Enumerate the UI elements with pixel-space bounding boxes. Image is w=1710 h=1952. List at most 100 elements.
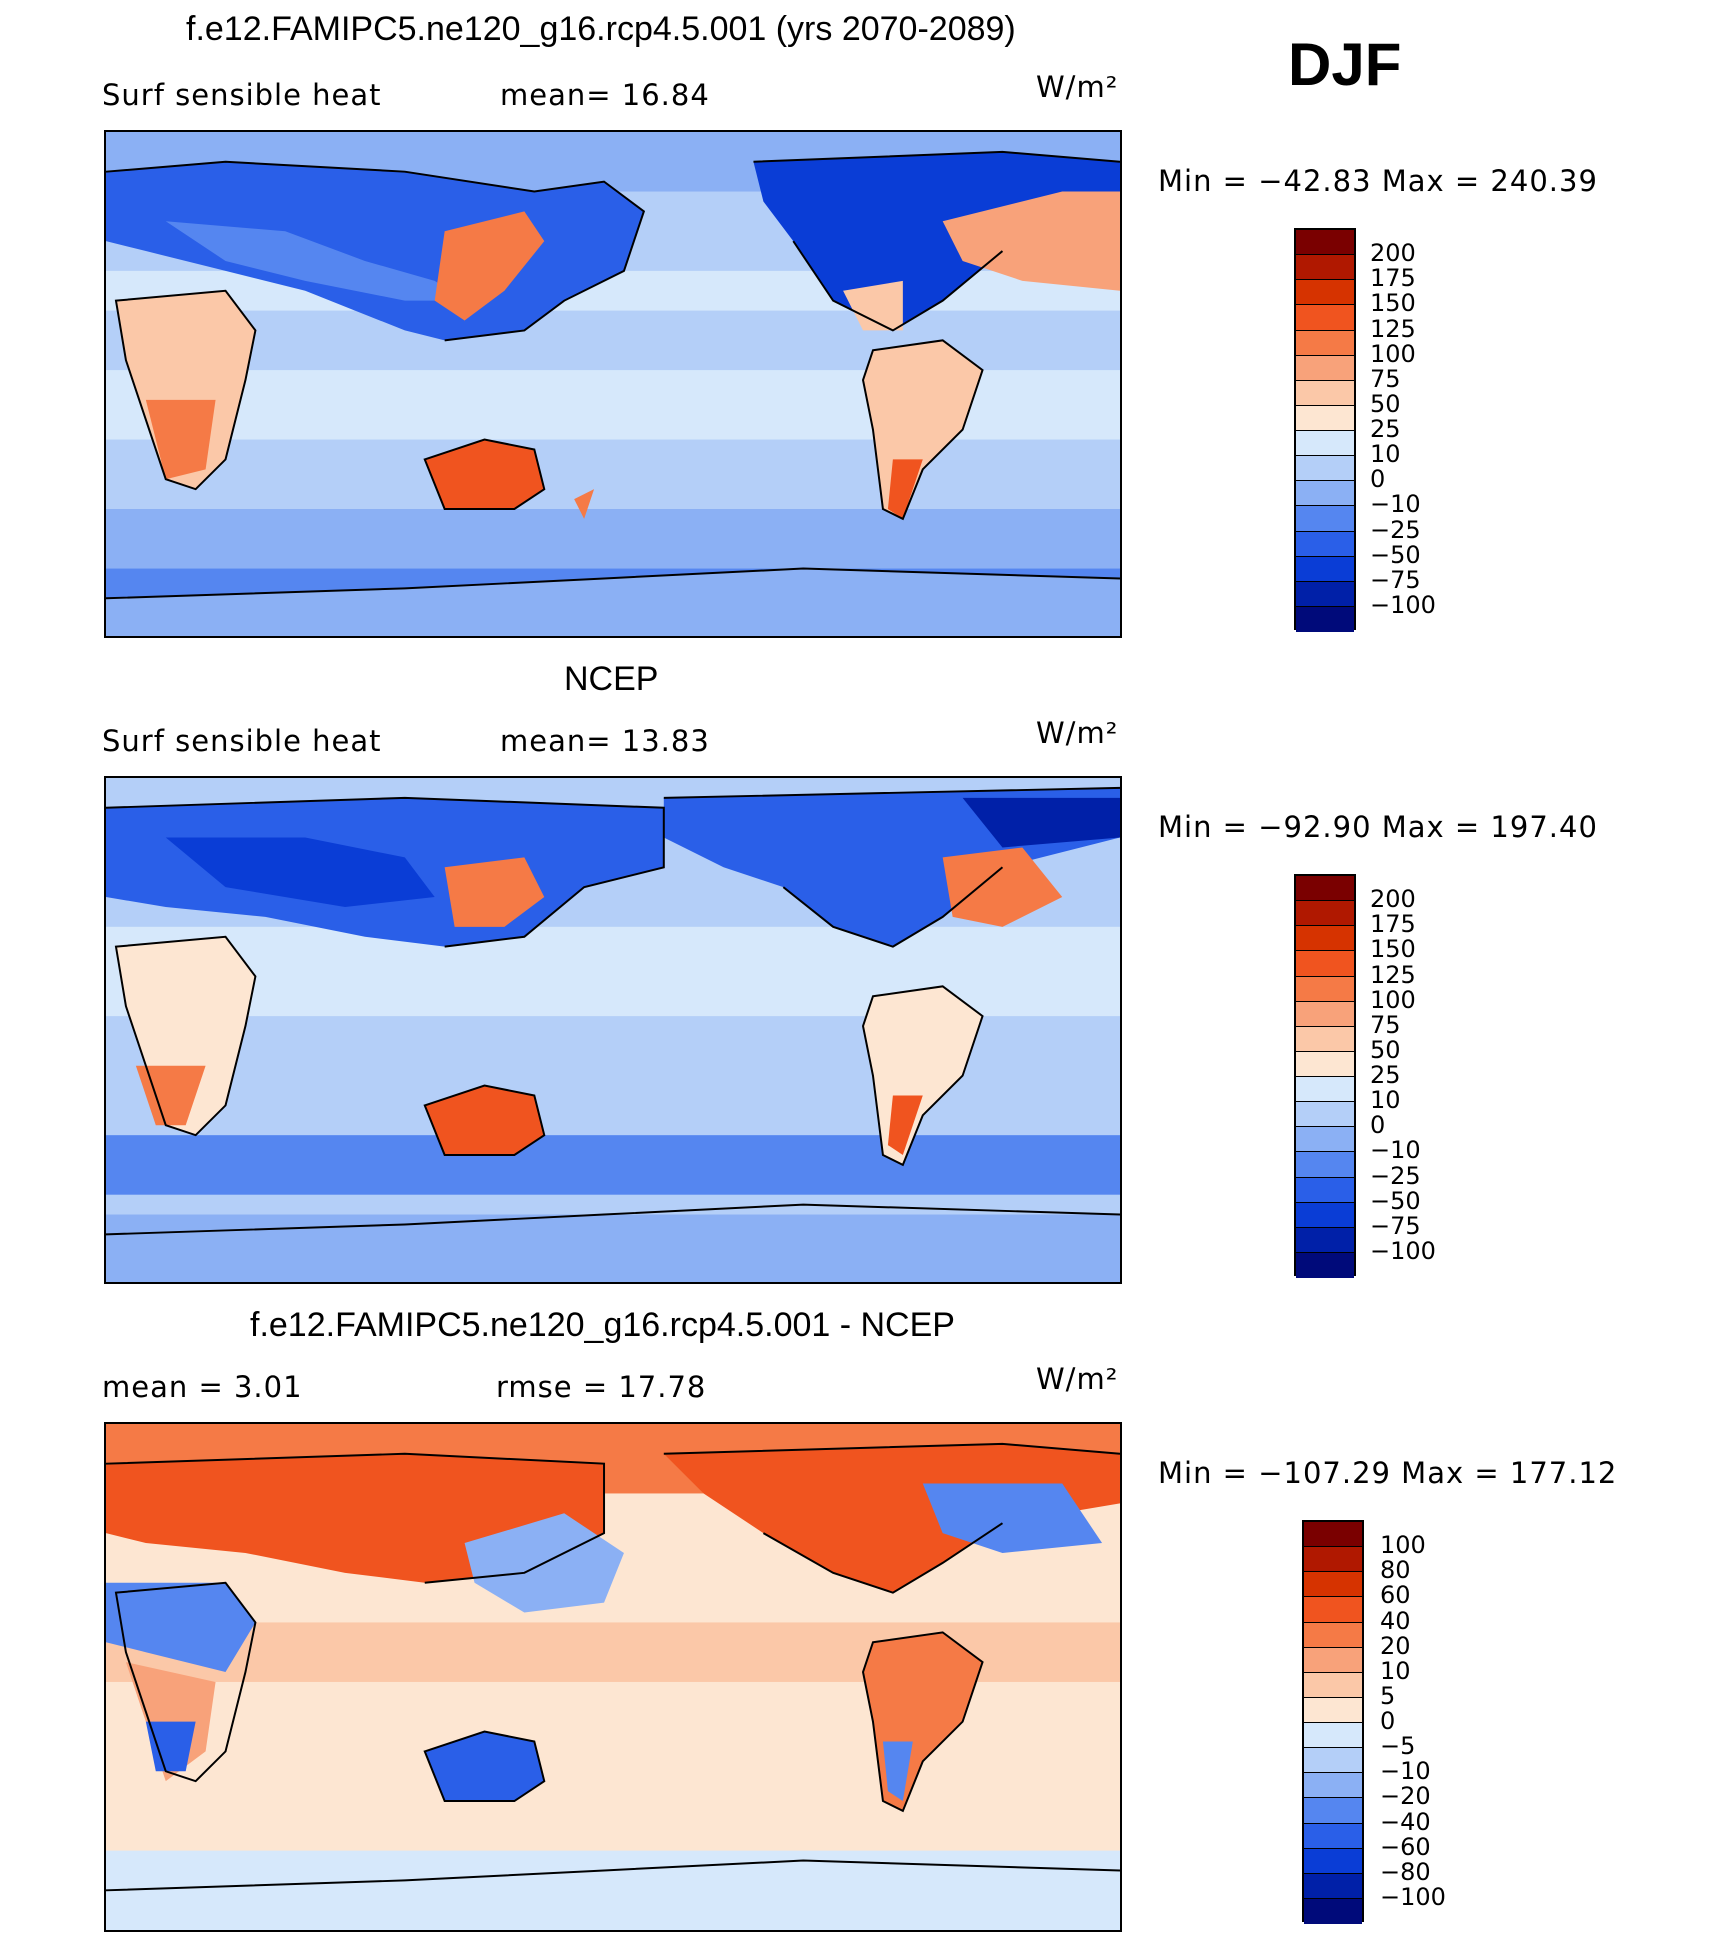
season-label: DJF (1288, 31, 1402, 98)
colorbar-tick-label: −60 (1380, 1832, 1431, 1861)
colorbar-tick-label: 75 (1370, 364, 1401, 393)
colorbar-tick-label: 20 (1380, 1631, 1411, 1660)
colorbar-tick-label: −75 (1370, 565, 1421, 594)
colorbar-swatch (1304, 1622, 1362, 1648)
colorbar-swatch (1304, 1547, 1362, 1573)
colorbar-swatch (1296, 330, 1354, 356)
colorbar-tick-label: 0 (1380, 1707, 1396, 1735)
colorbar-tick-label: 50 (1370, 1035, 1401, 1064)
panel-3-map (104, 1422, 1122, 1932)
colorbar-tick-label: −50 (1370, 1186, 1421, 1215)
colorbar-tick-label: 200 (1370, 885, 1416, 914)
colorbar-swatch (1296, 1152, 1354, 1178)
colorbar-tick-label: 150 (1370, 935, 1416, 964)
colorbar-swatch (1304, 1823, 1362, 1849)
colorbar-tick-label: 0 (1370, 1111, 1386, 1140)
colorbar-swatch (1304, 1748, 1362, 1774)
colorbar-swatch (1296, 1252, 1354, 1278)
colorbar-tick-label: 25 (1370, 415, 1401, 443)
colorbar-tick-label: −50 (1370, 540, 1421, 569)
panel-2-variable-label: Surf sensible heat (102, 724, 382, 758)
colorbar-tick-label: 200 (1370, 239, 1416, 268)
colorbar-swatch (1296, 1127, 1354, 1153)
colorbar-tick-label: 50 (1370, 389, 1401, 418)
colorbar-swatch (1304, 1647, 1362, 1673)
panel-3-map-svg (106, 1424, 1120, 1930)
colorbar-swatch (1296, 951, 1354, 977)
panel-1-map (104, 130, 1122, 638)
colorbar-tick-label: 175 (1370, 910, 1416, 939)
panel-1-units: W/m² (1036, 70, 1119, 104)
panel-1-map-svg (106, 132, 1120, 636)
colorbar-swatch (1296, 976, 1354, 1002)
colorbar-swatch (1296, 581, 1354, 607)
colorbar-tick-label: 100 (1370, 985, 1416, 1014)
panel-3-colorbar (1302, 1520, 1364, 1924)
colorbar-swatch (1304, 1572, 1362, 1598)
colorbar-swatch (1296, 355, 1354, 381)
colorbar-swatch (1296, 380, 1354, 406)
panel-3-units: W/m² (1036, 1362, 1119, 1396)
colorbar-swatch (1296, 481, 1354, 507)
panel-2-title: NCEP (564, 660, 659, 698)
colorbar-tick-label: 40 (1380, 1606, 1411, 1635)
colorbar-tick-label: −20 (1380, 1782, 1431, 1811)
colorbar-tick-label: −100 (1370, 590, 1436, 619)
colorbar-tick-label: 75 (1370, 1010, 1401, 1039)
colorbar-swatch (1304, 1848, 1362, 1874)
colorbar-swatch (1304, 1522, 1362, 1548)
colorbar-swatch (1296, 531, 1354, 557)
colorbar-swatch (1296, 506, 1354, 532)
panel-1-title: f.e12.FAMIPC5.ne120_g16.rcp4.5.001 (yrs … (186, 10, 1016, 48)
colorbar-tick-label: 150 (1370, 289, 1416, 318)
colorbar-tick-label: 10 (1370, 1086, 1401, 1115)
colorbar-tick-label: −25 (1370, 515, 1421, 544)
colorbar-swatch (1296, 456, 1354, 482)
panel-1-mean-label: mean= 16.84 (500, 78, 710, 112)
panel-2-units: W/m² (1036, 716, 1119, 750)
colorbar-tick-label: 0 (1370, 465, 1386, 494)
colorbar-swatch (1296, 1026, 1354, 1052)
colorbar-tick-label: 5 (1380, 1681, 1396, 1710)
colorbar-swatch (1296, 1001, 1354, 1027)
colorbar-tick-label: 80 (1380, 1556, 1411, 1585)
panel-3-mean-label: mean = 3.01 (102, 1370, 303, 1404)
colorbar-tick-label: −100 (1370, 1236, 1436, 1265)
panel-3-minmax: Min = −107.29 Max = 177.12 (1158, 1456, 1618, 1490)
colorbar-tick-label: −5 (1380, 1732, 1416, 1761)
colorbar-tick-label: −40 (1380, 1807, 1431, 1836)
colorbar-swatch (1296, 1177, 1354, 1203)
colorbar-swatch (1296, 305, 1354, 331)
colorbar-tick-label: 125 (1370, 314, 1416, 343)
colorbar-tick-label: 60 (1380, 1581, 1411, 1610)
panel-2-colorbar (1294, 874, 1356, 1278)
colorbar-tick-label: −10 (1370, 490, 1421, 519)
colorbar-tick-label: −10 (1370, 1136, 1421, 1165)
colorbar-tick-label: −75 (1370, 1211, 1421, 1240)
colorbar-tick-label: −25 (1370, 1161, 1421, 1190)
colorbar-swatch (1296, 901, 1354, 927)
colorbar-swatch (1304, 1773, 1362, 1799)
colorbar-swatch (1296, 1202, 1354, 1228)
colorbar-tick-label: 125 (1370, 960, 1416, 989)
colorbar-swatch (1296, 876, 1354, 902)
colorbar-tick-label: −10 (1380, 1757, 1431, 1786)
colorbar-tick-label: 10 (1370, 440, 1401, 469)
colorbar-swatch (1296, 556, 1354, 582)
colorbar-swatch (1296, 255, 1354, 281)
colorbar-swatch (1304, 1723, 1362, 1749)
colorbar-swatch (1296, 1227, 1354, 1253)
panel-3-rmse-label: rmse = 17.78 (496, 1370, 707, 1404)
colorbar-tick-label: 10 (1380, 1656, 1411, 1685)
colorbar-swatch (1296, 606, 1354, 632)
panel-3-title: f.e12.FAMIPC5.ne120_g16.rcp4.5.001 - NCE… (250, 1306, 955, 1344)
panel-1-colorbar (1294, 228, 1356, 632)
panel-2-minmax: Min = −92.90 Max = 197.40 (1158, 810, 1598, 844)
colorbar-swatch (1304, 1672, 1362, 1698)
colorbar-swatch (1304, 1697, 1362, 1723)
colorbar-tick-label: 100 (1370, 339, 1416, 368)
colorbar-swatch (1296, 431, 1354, 457)
colorbar-tick-label: −100 (1380, 1882, 1446, 1911)
colorbar-swatch (1296, 926, 1354, 952)
colorbar-tick-label: 25 (1370, 1061, 1401, 1089)
